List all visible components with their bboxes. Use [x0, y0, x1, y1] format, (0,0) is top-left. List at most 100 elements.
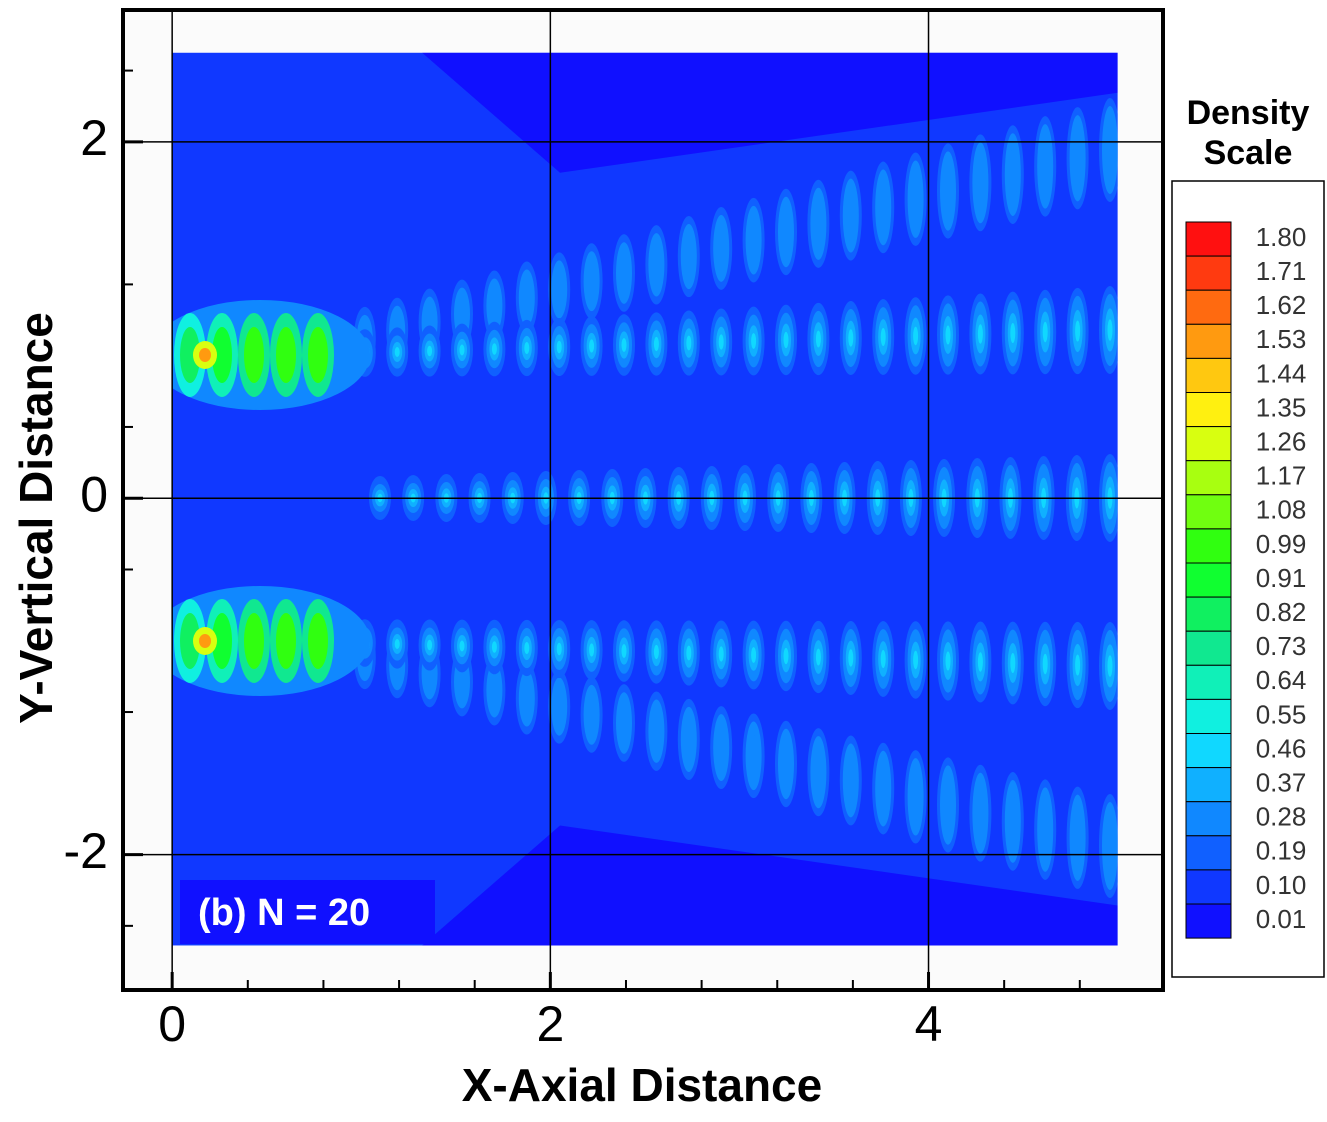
colorbar-label: 0.55 [1256, 699, 1307, 729]
contour-blob [910, 773, 921, 821]
source-jet [180, 327, 200, 383]
contour-blob [556, 642, 562, 656]
contour-blob [910, 175, 921, 223]
contour-blob [913, 326, 919, 346]
contour-blob [554, 271, 565, 307]
colorbar-swatch [1185, 767, 1232, 803]
colorbar-swatch [1185, 221, 1232, 257]
colorbar-swatch [1185, 255, 1232, 291]
contour-blob [619, 704, 629, 742]
y-axis-title: Y-Vertical Distance [10, 312, 62, 724]
plot-frame [121, 8, 1165, 992]
contour-blob [457, 298, 467, 330]
colorbar-label: 0.91 [1256, 563, 1307, 593]
contour-blob [1072, 811, 1083, 864]
contour-blob [913, 650, 919, 670]
contour-field: (b) N = 20 [123, 10, 1163, 990]
colorbar-swatch [1185, 323, 1232, 359]
contour-blob [556, 340, 562, 354]
colorbar-label: 1.71 [1256, 256, 1307, 286]
contour-blob [845, 193, 856, 238]
x-tick-label: 0 [158, 996, 186, 1052]
contour-blob [427, 639, 433, 651]
contour-blob [686, 645, 692, 661]
beams [172, 52, 1118, 946]
contour-blob [1040, 141, 1051, 192]
colorbar: 1.80 1.71 1.62 1.53 1.44 1.35 1.26 1.17 1.08 0.99… [1185, 221, 1307, 939]
contour-blob [586, 263, 597, 300]
source-jet [276, 613, 296, 669]
colorbar-swatch [1185, 733, 1232, 769]
contour-blob [977, 324, 983, 344]
contour-blob [1007, 149, 1018, 200]
contour-blob [459, 640, 465, 652]
x-tick-label: 4 [915, 996, 943, 1052]
colorbar-swatch [1185, 392, 1232, 428]
contour-blob [457, 666, 467, 698]
contour-blob [943, 167, 953, 215]
colorbar-swatch [1185, 357, 1232, 393]
contour-blob [683, 237, 694, 277]
contour-blob [653, 644, 659, 660]
colorbar-label: 0.46 [1256, 733, 1307, 763]
contour-blob [815, 648, 821, 666]
colorbar-swatch [1185, 903, 1232, 939]
axes: 0 2 4 -2 0 2 [64, 8, 1165, 1052]
source-jet [199, 348, 211, 362]
colorbar-swatch [1185, 562, 1232, 598]
source-jet [308, 327, 328, 383]
colorbar-label: 0.01 [1256, 904, 1307, 934]
colorbar-label: 1.44 [1256, 358, 1307, 388]
colorbar-swatch [1185, 289, 1232, 325]
contour-blob [718, 334, 724, 350]
colorbar-swatch [1185, 596, 1232, 632]
contour-blob [589, 643, 595, 657]
source-jet [199, 634, 211, 648]
contour-blob [813, 202, 824, 246]
contour-blob [718, 646, 724, 662]
contour-blob [524, 641, 530, 655]
y-tick-label: 0 [80, 466, 108, 522]
low-region [422, 825, 1118, 946]
colorbar-label: 0.37 [1256, 768, 1307, 798]
contour-blob [1107, 655, 1113, 677]
contour-blob [619, 254, 629, 292]
colorbar-title: Density [1187, 94, 1310, 132]
contour-blob [554, 689, 565, 725]
contour-blob [878, 765, 889, 812]
contour-blob [880, 650, 886, 668]
contour-blob [975, 158, 986, 208]
contour-blob [1007, 796, 1018, 847]
colorbar-title: Scale [1204, 134, 1293, 172]
contour-blob [748, 219, 759, 261]
colorbar-label: 1.08 [1256, 495, 1307, 525]
x-axis-title: X-Axial Distance [462, 1059, 822, 1111]
contour-blob [977, 652, 983, 672]
source-jet [180, 613, 200, 669]
contour-blob [975, 788, 986, 838]
colorbar-label: 0.28 [1256, 802, 1307, 832]
contour-blob [621, 644, 627, 658]
source-jet [276, 327, 296, 383]
contour-blob [459, 344, 465, 356]
source-jet [212, 327, 232, 383]
contour-blob [1107, 319, 1113, 341]
contour-blob [781, 210, 791, 254]
contour-blob [1075, 654, 1081, 676]
contour-blob [394, 347, 400, 357]
contour-blob [1105, 123, 1115, 177]
contour-blob [848, 329, 854, 347]
contour-blob [783, 331, 789, 349]
contour-blob [1040, 804, 1051, 855]
colorbar-swatch [1185, 494, 1232, 530]
source-jet [212, 613, 232, 669]
contour-blob [751, 647, 757, 663]
contour-blob [524, 341, 530, 355]
contour-blob [943, 781, 953, 829]
contour-blob [427, 345, 433, 357]
contour-blob [748, 735, 759, 777]
contour-blob [945, 651, 951, 671]
annotation: (b) N = 20 [198, 892, 370, 934]
contour-blob [783, 647, 789, 665]
